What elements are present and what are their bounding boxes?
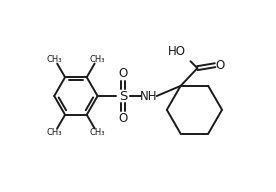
Text: CH₃: CH₃: [47, 55, 62, 64]
Text: O: O: [119, 112, 128, 125]
Text: O: O: [216, 59, 225, 72]
Text: HO: HO: [168, 45, 186, 58]
Text: CH₃: CH₃: [89, 55, 105, 64]
Text: CH₃: CH₃: [89, 128, 105, 137]
Text: CH₃: CH₃: [47, 128, 62, 137]
Text: S: S: [119, 89, 128, 103]
Text: NH: NH: [140, 89, 158, 103]
Text: O: O: [119, 67, 128, 80]
